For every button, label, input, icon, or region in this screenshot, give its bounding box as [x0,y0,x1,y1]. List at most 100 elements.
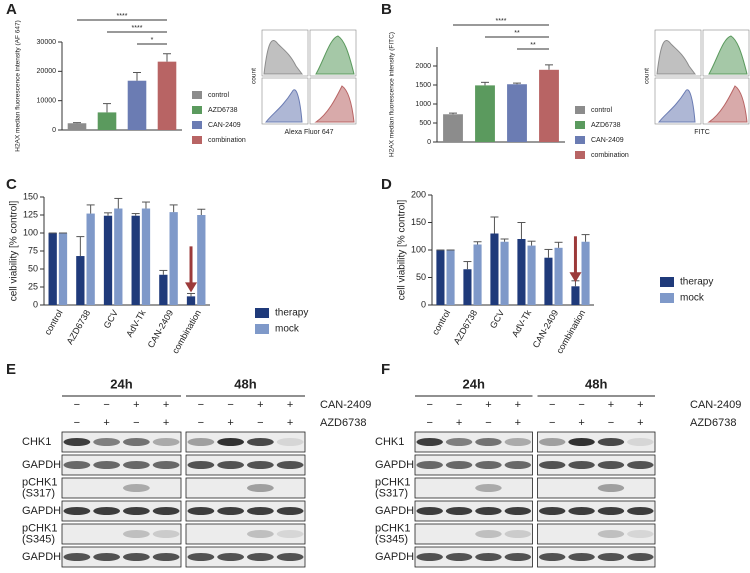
bar [517,239,526,305]
y-tick-label: 0 [33,299,38,309]
blot-band [187,553,215,561]
y-tick-label: 0 [427,139,431,146]
blot-band [475,438,502,446]
blot-band [217,461,245,469]
treatment-sign: + [515,399,521,411]
blot-frame [537,546,656,568]
bar [58,233,68,305]
bar [539,69,559,142]
y-tick-label: 125 [23,209,38,219]
blot-frame [414,523,533,545]
blot-band [276,461,304,469]
treatment-sign: − [74,399,80,411]
treatment-sign: − [549,417,555,429]
treatment-sign: + [578,417,584,429]
bar [48,233,57,305]
y-tick-label: 50 [416,272,426,282]
y-tick-label: 2000 [415,63,431,70]
panel-letter: C [6,176,17,193]
x-tick-label: AdV-Tk [124,308,148,339]
x-tick-label: combination [554,308,587,355]
blot-band [122,484,150,492]
treatment-sign: + [163,399,169,411]
blot-row-label: pCHK1 [375,522,410,534]
blot-band [122,530,150,538]
treatment-sign: + [257,399,263,411]
blot-row-label: GAPDH [375,459,414,471]
blot-band [504,553,532,561]
y-tick-label: 0 [52,127,56,134]
blot-band [568,461,595,469]
y-axis-label: cell viability [% control] [9,200,20,301]
blot-row-label: GAPDH [375,551,414,563]
x-tick-label: control [430,308,452,336]
timepoint-label: 24h [463,376,485,391]
y-axis-label: cell viability [% control] [397,199,408,300]
blot-band [597,507,625,515]
legend-label: therapy [275,308,308,319]
legend-swatch [192,106,202,114]
bar [581,241,590,305]
timepoint-label: 24h [110,376,132,391]
panel-letter: D [381,176,392,193]
y-axis-label: H2AX median fluorescence intensity (FITC… [389,32,396,157]
blot-row-label: (S345) [22,533,55,545]
treatment-sign: + [637,399,643,411]
blot-band [122,438,150,446]
legend-swatch [575,106,585,114]
treatment-sign: − [257,417,263,429]
blot-band [627,530,654,538]
blot-frame [185,523,306,545]
blot-band [504,530,532,538]
blot-row-label: GAPDH [22,551,61,563]
blot-band [475,461,502,469]
treatment-sign: − [74,417,80,429]
x-tick-label: CAN-2409 [531,308,561,349]
panel-letter: F [381,361,390,378]
blot-band [152,461,180,469]
x-tick-label: combination [170,308,203,355]
legend-label: AZD6738 [208,107,238,114]
blot-frame [61,500,182,522]
treatment-sign: + [133,399,139,411]
blot-band [597,484,625,492]
blot-band [246,484,274,492]
y-tick-label: 10000 [37,98,57,105]
bar [571,286,580,305]
x-tick-label: AdV-Tk [510,308,534,339]
legend-swatch [575,136,585,144]
legend-label: control [591,107,612,114]
inset-histogram [707,85,748,123]
significance-label: ** [530,42,536,49]
y-tick-label: 30000 [37,39,57,46]
blot-band [568,507,595,515]
blot-band [416,553,443,561]
blot-band [504,461,532,469]
blot-row-label: CHK1 [375,436,404,448]
blot-band [445,461,473,469]
bar [475,85,495,142]
blot-band [445,438,473,446]
y-tick-label: 150 [23,191,38,201]
x-tick-label: AZD6738 [65,308,93,346]
blot-frame [185,477,306,499]
legend-label: control [208,92,229,99]
blot-band [63,461,91,469]
treatment-sign: + [608,399,614,411]
blot-band [152,507,180,515]
blot-frame [185,454,306,476]
blot-band [416,461,443,469]
legend-swatch [575,151,585,159]
blot-frame [537,477,656,499]
blot-band [152,438,180,446]
inset-y-label: count [644,68,651,84]
timepoint-label: 48h [234,376,256,391]
blot-band [187,507,215,515]
blot-frame [414,546,533,568]
inset-histogram [315,35,355,75]
blot-row-label: CHK1 [22,436,51,448]
x-tick-label: AZD6738 [452,308,480,346]
blot-band [627,461,654,469]
blot-band [122,507,150,515]
blot-band [63,553,91,561]
